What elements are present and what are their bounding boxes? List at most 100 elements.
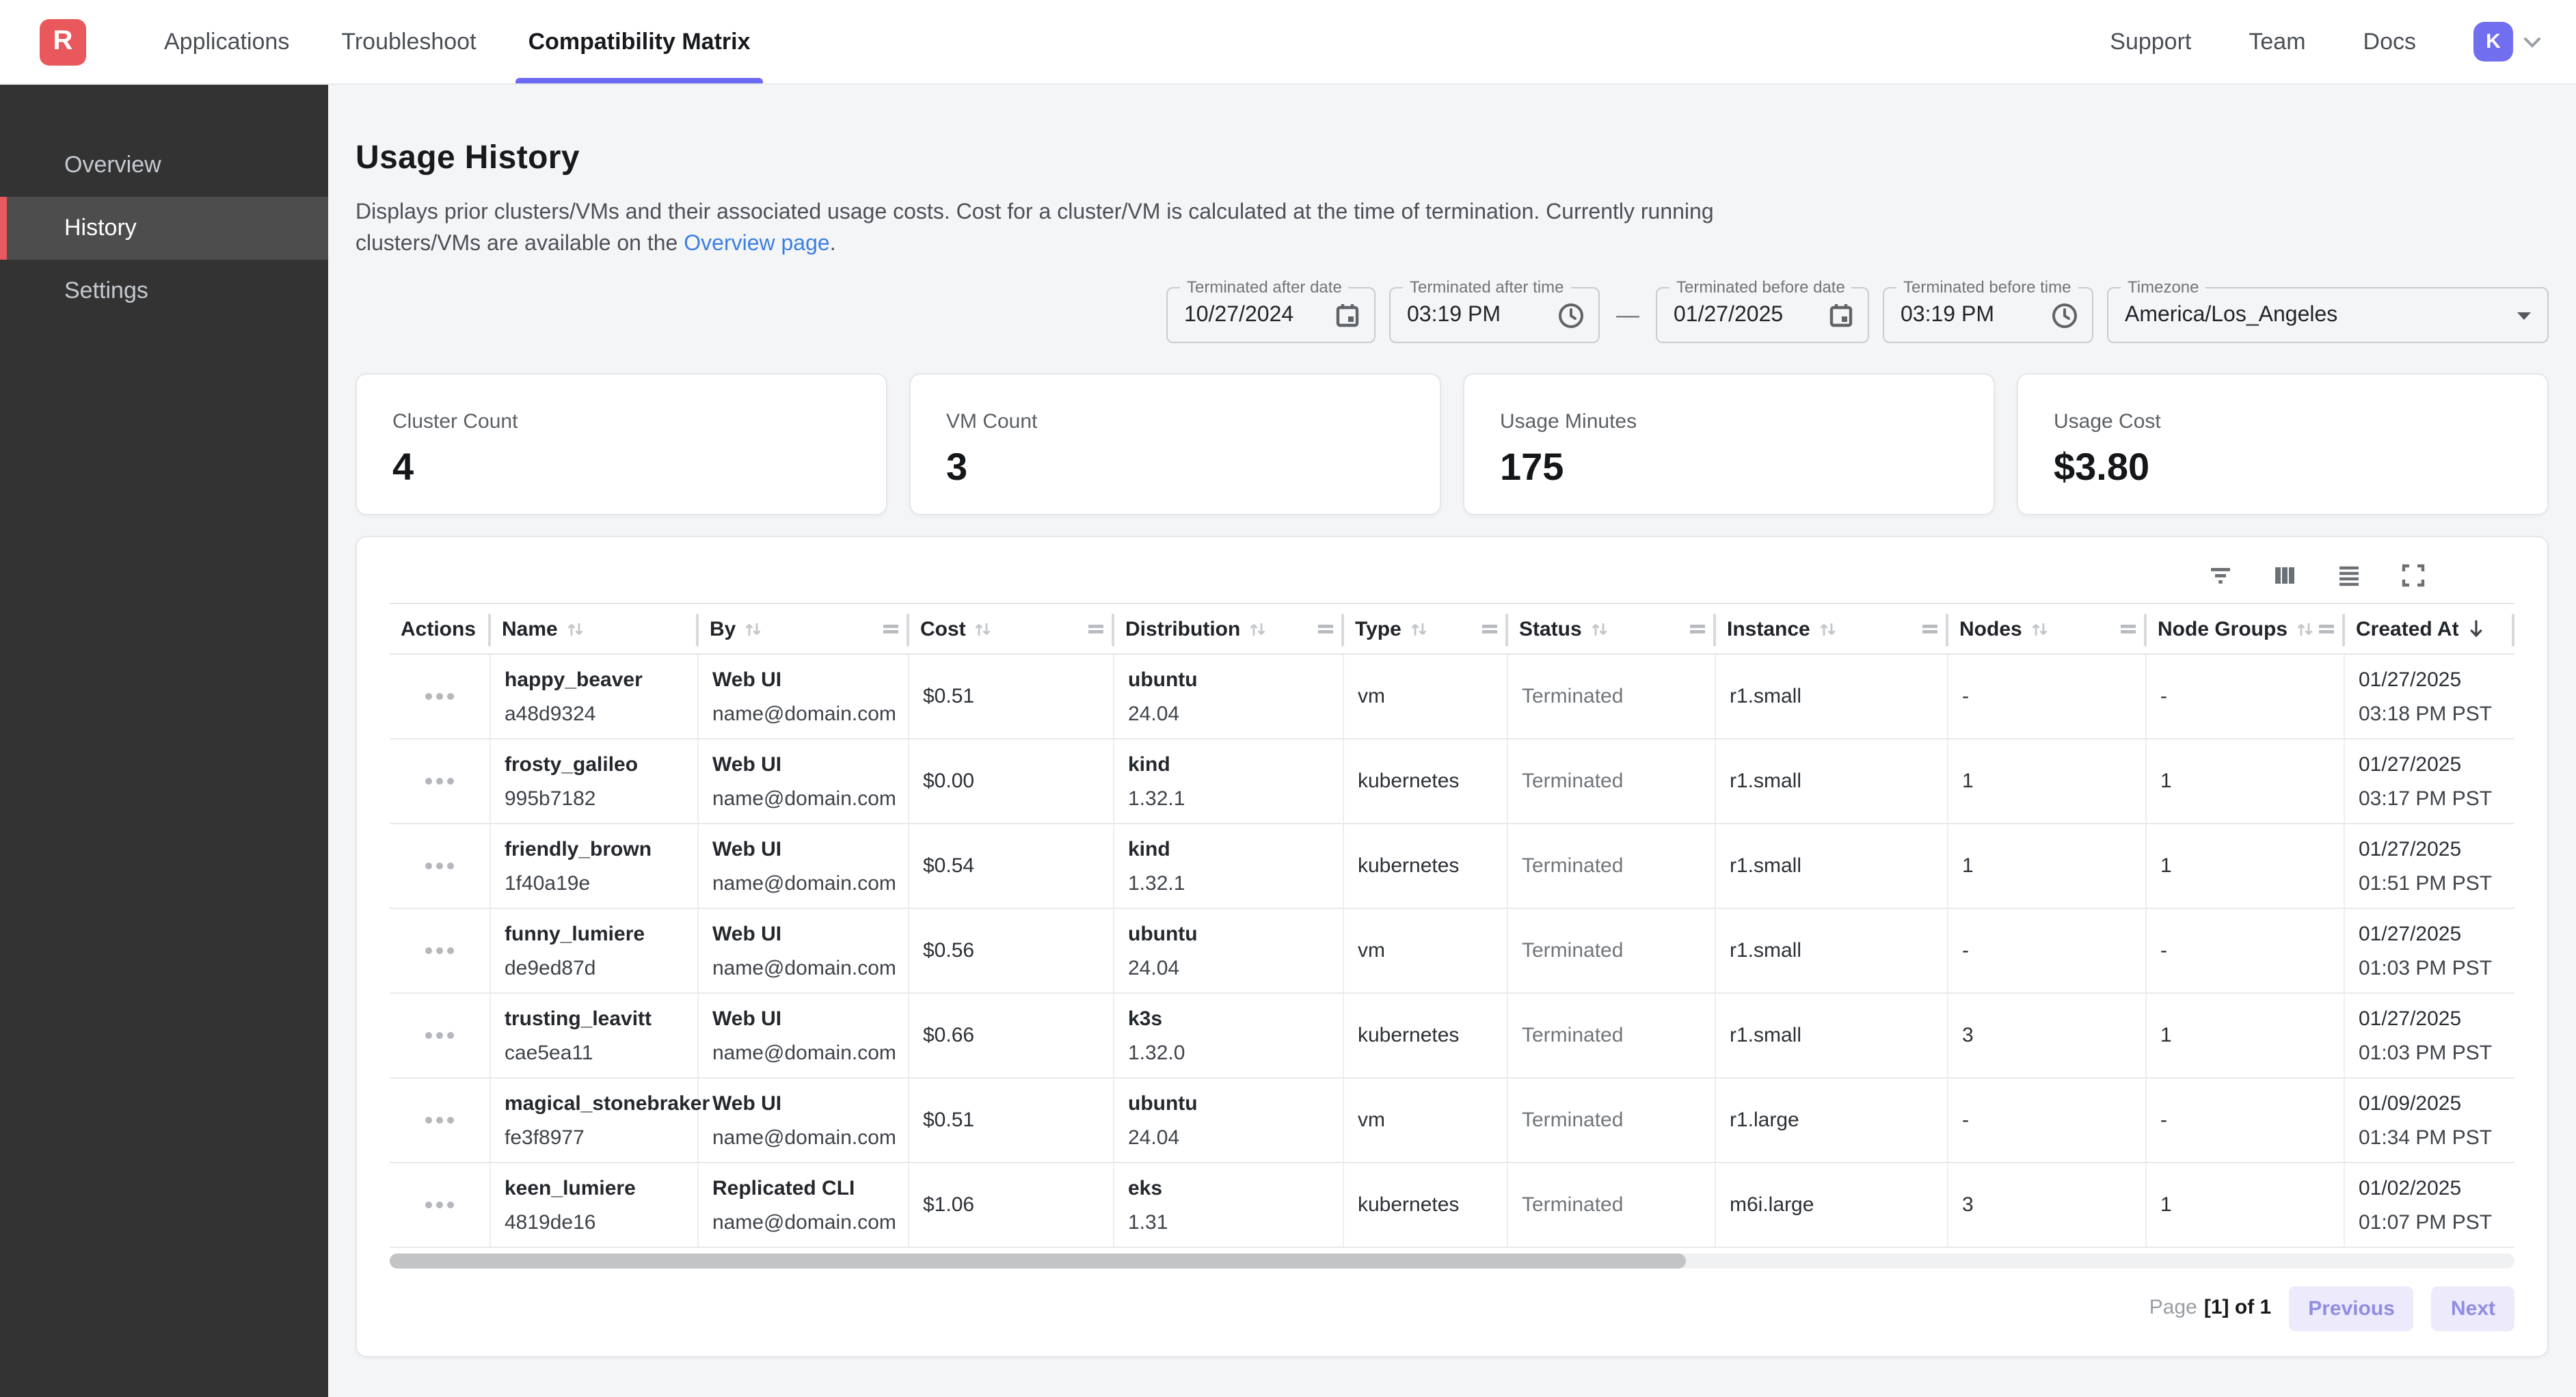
table-row: funny_lumiere de9ed87d Web UI name@domain.…	[390, 909, 2514, 994]
nav-link-support[interactable]: Support	[2110, 28, 2192, 54]
stat-card-usage-minutes: Usage Minutes 175	[1463, 373, 1995, 515]
row-actions-button[interactable]	[417, 685, 462, 708]
filter-icon[interactable]	[2204, 559, 2237, 592]
horizontal-scrollbar-thumb[interactable]	[390, 1253, 1686, 1269]
column-header-node-groups[interactable]: Node Groups	[2147, 604, 2345, 653]
terminated-before-date-field[interactable]: Terminated before date 01/27/2025	[1656, 277, 1869, 343]
column-menu-icon[interactable]	[1317, 621, 1334, 637]
row-actions	[390, 740, 491, 823]
instance-cell: r1.small	[1716, 824, 1948, 908]
row-actions-button[interactable]	[417, 939, 462, 962]
status-cell: Terminated	[1508, 994, 1716, 1077]
column-menu-icon[interactable]	[882, 621, 900, 637]
distribution-cell: kind 1.32.1	[1114, 740, 1344, 823]
email-link[interactable]: name@domain.com	[712, 1210, 896, 1234]
sort-icon	[1250, 623, 1265, 635]
instance-cell: r1.small	[1716, 740, 1948, 823]
usage-history-table: Actions Name By Cost Distribution Type S…	[355, 536, 2549, 1357]
next-page-button[interactable]: Next	[2431, 1286, 2514, 1331]
calendar-icon[interactable]	[1828, 302, 1854, 328]
instance-cell: r1.large	[1716, 1079, 1948, 1162]
row-actions-button[interactable]	[417, 770, 462, 793]
name-cell: magical_stonebraker fe3f8977	[491, 1079, 710, 1162]
row-actions-button[interactable]	[417, 1193, 462, 1217]
nav-link-team[interactable]: Team	[2249, 28, 2306, 54]
sidebar-item-settings[interactable]: Settings	[64, 277, 148, 303]
nodes-cell: 3	[1948, 1163, 2147, 1247]
terminated-after-date-field[interactable]: Terminated after date 10/27/2024	[1166, 277, 1376, 343]
clock-icon[interactable]	[1557, 301, 1585, 329]
calendar-icon[interactable]	[1334, 302, 1360, 328]
column-header-type[interactable]: Type	[1344, 604, 1508, 653]
email-link[interactable]: name@domain.com	[712, 787, 896, 810]
column-menu-icon[interactable]	[2119, 621, 2137, 637]
previous-page-button[interactable]: Previous	[2289, 1286, 2414, 1331]
overview-page-link[interactable]: Overview page	[684, 232, 830, 256]
email-link[interactable]: name@domain.com	[712, 702, 896, 725]
instance-cell: r1.small	[1716, 994, 1948, 1077]
sidebar-item-overview[interactable]: Overview	[64, 152, 161, 178]
column-menu-icon[interactable]	[1481, 621, 1499, 637]
timezone-select[interactable]: Timezone America/Los_Angeles	[2107, 277, 2549, 343]
column-header-nodes[interactable]: Nodes	[1948, 604, 2147, 653]
row-actions	[390, 909, 491, 992]
sort-icon	[1820, 623, 1836, 635]
fullscreen-icon[interactable]	[2397, 559, 2430, 592]
column-header-cost[interactable]: Cost	[909, 604, 1114, 653]
table-row: frosty_galileo 995b7182 Web UI name@domain…	[390, 740, 2514, 824]
column-header-name[interactable]: Name	[491, 604, 699, 653]
page-title: Usage History	[355, 139, 580, 176]
column-header-created-at[interactable]: Created At	[2345, 604, 2514, 653]
sort-icon	[2297, 623, 2313, 635]
density-icon[interactable]	[2333, 559, 2365, 592]
stat-card-vm-count: VM Count 3	[909, 373, 1441, 515]
columns-icon[interactable]	[2268, 559, 2301, 592]
email-link[interactable]: name@domain.com	[712, 1126, 896, 1149]
page-description: Displays prior clusters/VMs and their as…	[355, 197, 2549, 260]
description-line1: Displays prior clusters/VMs and their as…	[355, 201, 1714, 224]
column-menu-icon[interactable]	[1087, 621, 1105, 637]
pagination: Page [1] of 1 Previous Next	[390, 1269, 2514, 1340]
email-link[interactable]: name@domain.com	[712, 1041, 896, 1064]
column-menu-icon[interactable]	[2318, 621, 2335, 637]
tab-applications[interactable]: Applications	[164, 28, 290, 54]
table-row: friendly_brown 1f40a19e Web UI name@domain…	[390, 824, 2514, 909]
email-link[interactable]: name@domain.com	[712, 871, 896, 895]
row-actions-button[interactable]	[417, 1024, 462, 1047]
terminated-before-time-field[interactable]: Terminated before time 03:19 PM	[1883, 277, 2093, 343]
app-logo[interactable]: R	[40, 18, 86, 65]
cost-cell: $0.00	[909, 740, 1114, 823]
row-actions-button[interactable]	[417, 1109, 462, 1132]
nav-link-docs[interactable]: Docs	[2363, 28, 2416, 54]
terminated-before-date-value: 01/27/2025	[1674, 303, 1784, 326]
sort-icon	[976, 623, 991, 635]
by-cell: Replicated CLI name@domain.com	[699, 1163, 909, 1247]
tab-compatibility-matrix[interactable]: Compatibility Matrix	[502, 0, 777, 83]
column-header-instance[interactable]: Instance	[1716, 604, 1948, 653]
nodes-cell: -	[1948, 909, 2147, 992]
column-menu-icon[interactable]	[1689, 621, 1706, 637]
column-header-by[interactable]: By	[699, 604, 909, 653]
by-cell: Web UI name@domain.com	[699, 655, 909, 738]
nodes-cell: 3	[1948, 994, 2147, 1077]
status-cell: Terminated	[1508, 1079, 1716, 1162]
sidebar-item-history[interactable]: History	[0, 197, 328, 260]
column-header-distribution[interactable]: Distribution	[1114, 604, 1344, 653]
account-menu[interactable]: K	[2473, 22, 2543, 62]
row-actions-button[interactable]	[417, 854, 462, 878]
column-header-status[interactable]: Status	[1508, 604, 1716, 653]
terminated-after-date-value: 10/27/2024	[1184, 303, 1294, 326]
distribution-cell: kind 1.32.1	[1114, 824, 1344, 908]
horizontal-scrollbar-track[interactable]	[390, 1253, 2514, 1269]
row-actions	[390, 994, 491, 1077]
node-groups-cell: 1	[2147, 994, 2345, 1077]
clock-icon[interactable]	[2051, 301, 2078, 329]
terminated-after-time-field[interactable]: Terminated after time 03:19 PM	[1389, 277, 1600, 343]
table-toolbar	[390, 559, 2514, 592]
sort-desc-icon	[2471, 620, 2482, 637]
tab-troubleshoot[interactable]: Troubleshoot	[341, 28, 477, 54]
created-at-cell: 01/27/2025 03:18 PM PST	[2359, 668, 2493, 725]
email-link[interactable]: name@domain.com	[712, 956, 896, 979]
instance-cell: m6i.large	[1716, 1163, 1948, 1247]
column-menu-icon[interactable]	[1921, 621, 1939, 637]
